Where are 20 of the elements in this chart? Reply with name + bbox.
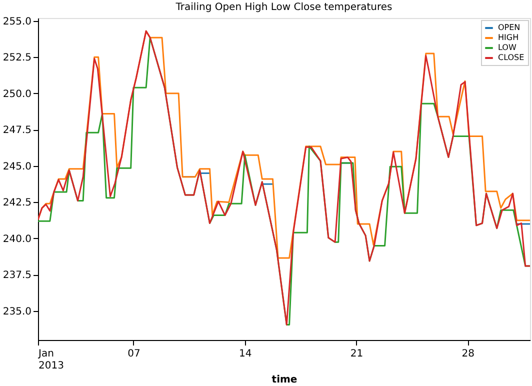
y-tick-label: 240.0 [2, 234, 32, 245]
y-tick-label: 242.5 [2, 198, 32, 209]
y-tick-label: 250.0 [2, 88, 32, 100]
legend-label: CLOSE [498, 53, 524, 62]
y-tick-label: 235.0 [2, 306, 32, 318]
x-tick-label: 07 [128, 348, 140, 360]
x-axis-title: time [272, 374, 298, 386]
y-tick-label: 247.5 [2, 125, 32, 136]
legend-label: HIGH [498, 33, 519, 42]
y-tick-label: 255.0 [2, 16, 32, 28]
legend-label: OPEN [498, 23, 520, 32]
y-tick-label: 252.5 [2, 52, 32, 64]
x-tick-label: 21 [350, 348, 364, 360]
y-tick-label: 237.5 [2, 270, 32, 282]
y-tick-label: 245.0 [2, 161, 32, 172]
legend-label: LOW [498, 43, 516, 52]
x-tick-label: 28 [462, 348, 475, 360]
x-tick-label: 14 [239, 348, 252, 360]
x-tick-label: Jan 2013 [38, 348, 64, 372]
chart-title: Trailing Open High Low Close temperatures [174, 2, 392, 13]
